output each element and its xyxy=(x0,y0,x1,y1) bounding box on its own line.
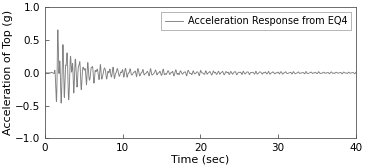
X-axis label: Time (sec): Time (sec) xyxy=(171,155,229,164)
Acceleration Response from EQ4 xyxy=(179,70,183,72)
Acceleration Response from EQ4 xyxy=(105,78,109,80)
Y-axis label: Acceleration of Top (g): Acceleration of Top (g) xyxy=(3,10,14,135)
Legend: Acceleration Response from EQ4: Acceleration Response from EQ4 xyxy=(161,12,351,30)
Acceleration Response from EQ4 xyxy=(43,72,47,74)
Acceleration Response from EQ4 xyxy=(175,73,180,75)
Acceleration Response from EQ4 xyxy=(354,71,358,73)
Acceleration Response from EQ4 xyxy=(56,29,60,31)
Acceleration Response from EQ4 xyxy=(59,102,63,104)
Acceleration Response from EQ4 xyxy=(254,72,259,74)
Acceleration Response from EQ4 xyxy=(199,71,204,73)
Acceleration Response from EQ4 xyxy=(87,76,91,78)
Line: Acceleration Response from EQ4: Acceleration Response from EQ4 xyxy=(45,30,356,103)
